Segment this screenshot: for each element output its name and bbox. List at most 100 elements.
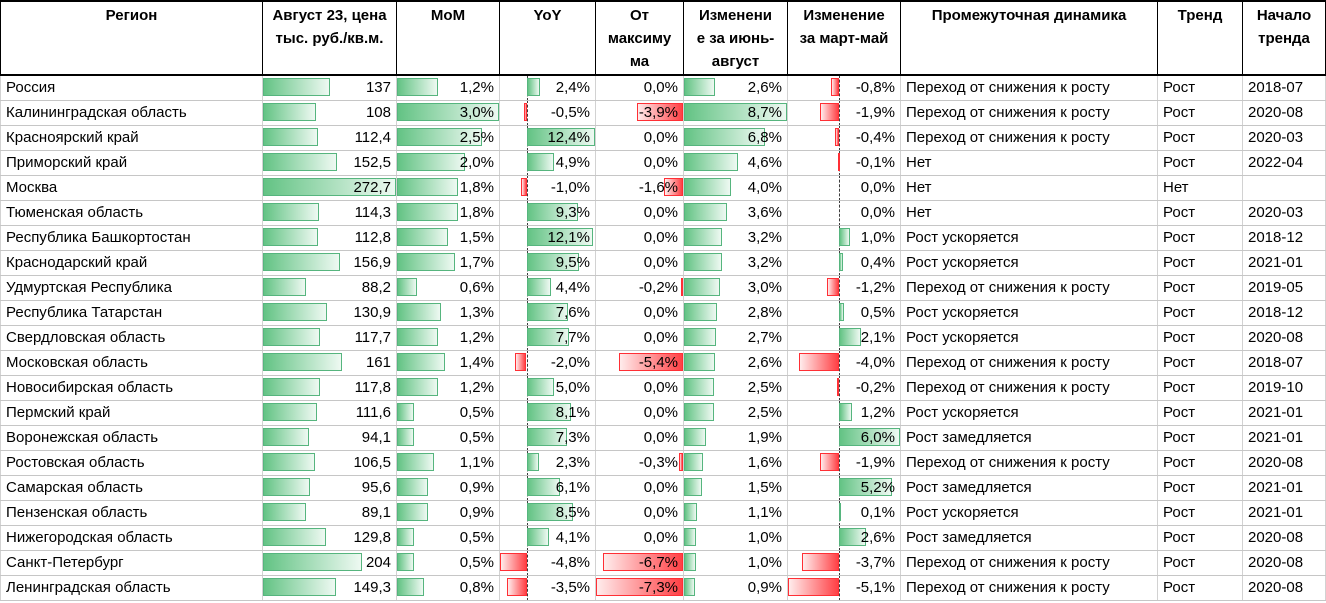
cell-jun_aug[interactable]: 6,8% [683, 125, 788, 151]
cell-price[interactable]: 112,4 [262, 125, 397, 151]
cell-jun_aug[interactable]: 4,6% [683, 150, 788, 176]
cell-price[interactable]: 106,5 [262, 450, 397, 476]
cell-mom[interactable]: 1,1% [396, 450, 500, 476]
cell-trend[interactable]: Рост [1157, 225, 1243, 251]
header-yoy[interactable]: YoY [499, 0, 596, 76]
cell-trend_start[interactable]: 2021-01 [1242, 500, 1326, 526]
cell-dynamics[interactable]: Рост замедляется [900, 425, 1158, 451]
cell-price[interactable]: 152,5 [262, 150, 397, 176]
cell-trend_start[interactable]: 2022-04 [1242, 150, 1326, 176]
cell-price[interactable]: 117,7 [262, 325, 397, 351]
cell-jun_aug[interactable]: 2,6% [683, 350, 788, 376]
cell-jun_aug[interactable]: 2,6% [683, 75, 788, 101]
cell-region[interactable]: Свердловская область [0, 325, 263, 351]
cell-trend[interactable]: Рост [1157, 550, 1243, 576]
cell-trend_start[interactable]: 2021-01 [1242, 400, 1326, 426]
cell-yoy[interactable]: 7,6% [499, 300, 596, 326]
cell-trend_start[interactable] [1242, 175, 1326, 201]
cell-region[interactable]: Московская область [0, 350, 263, 376]
cell-dynamics[interactable]: Рост ускоряется [900, 250, 1158, 276]
header-trend[interactable]: Тренд [1157, 0, 1243, 76]
cell-price[interactable]: 111,6 [262, 400, 397, 426]
cell-trend_start[interactable]: 2021-01 [1242, 425, 1326, 451]
cell-mar_may[interactable]: -0,4% [787, 125, 901, 151]
cell-mar_may[interactable]: 0,0% [787, 200, 901, 226]
cell-jun_aug[interactable]: 2,7% [683, 325, 788, 351]
cell-price[interactable]: 108 [262, 100, 397, 126]
header-change-jun-aug[interactable]: Изменени е за июнь- август [683, 0, 788, 76]
cell-trend[interactable]: Нет [1157, 175, 1243, 201]
cell-price[interactable]: 130,9 [262, 300, 397, 326]
cell-mar_may[interactable]: 0,4% [787, 250, 901, 276]
cell-jun_aug[interactable]: 1,0% [683, 550, 788, 576]
cell-from_max[interactable]: -3,9% [595, 100, 684, 126]
cell-from_max[interactable]: 0,0% [595, 225, 684, 251]
cell-yoy[interactable]: 7,7% [499, 325, 596, 351]
cell-from_max[interactable]: -0,3% [595, 450, 684, 476]
cell-mar_may[interactable]: -0,8% [787, 75, 901, 101]
cell-jun_aug[interactable]: 2,5% [683, 375, 788, 401]
cell-trend_start[interactable]: 2021-01 [1242, 250, 1326, 276]
cell-yoy[interactable]: -4,8% [499, 550, 596, 576]
cell-mom[interactable]: 0,8% [396, 575, 500, 601]
cell-yoy[interactable]: 9,3% [499, 200, 596, 226]
cell-trend_start[interactable]: 2018-07 [1242, 75, 1326, 101]
cell-mom[interactable]: 0,9% [396, 475, 500, 501]
cell-dynamics[interactable]: Переход от снижения к росту [900, 75, 1158, 101]
cell-region[interactable]: Ростовская область [0, 450, 263, 476]
cell-mom[interactable]: 0,5% [396, 550, 500, 576]
cell-yoy[interactable]: 4,1% [499, 525, 596, 551]
cell-dynamics[interactable]: Переход от снижения к росту [900, 350, 1158, 376]
cell-dynamics[interactable]: Рост ускоряется [900, 300, 1158, 326]
cell-yoy[interactable]: 2,3% [499, 450, 596, 476]
cell-region[interactable]: Республика Татарстан [0, 300, 263, 326]
cell-region[interactable]: Нижегородская область [0, 525, 263, 551]
cell-mar_may[interactable]: 5,2% [787, 475, 901, 501]
cell-trend_start[interactable]: 2020-08 [1242, 575, 1326, 601]
cell-mom[interactable]: 1,3% [396, 300, 500, 326]
cell-region[interactable]: Республика Башкортостан [0, 225, 263, 251]
cell-mom[interactable]: 2,0% [396, 150, 500, 176]
cell-from_max[interactable]: 0,0% [595, 425, 684, 451]
cell-dynamics[interactable]: Рост ускоряется [900, 400, 1158, 426]
cell-dynamics[interactable]: Рост ускоряется [900, 500, 1158, 526]
cell-mom[interactable]: 1,8% [396, 175, 500, 201]
cell-from_max[interactable]: 0,0% [595, 125, 684, 151]
cell-dynamics[interactable]: Нет [900, 200, 1158, 226]
cell-price[interactable]: 161 [262, 350, 397, 376]
cell-trend[interactable]: Рост [1157, 425, 1243, 451]
cell-jun_aug[interactable]: 3,6% [683, 200, 788, 226]
cell-region[interactable]: Тюменская область [0, 200, 263, 226]
cell-jun_aug[interactable]: 4,0% [683, 175, 788, 201]
cell-yoy[interactable]: 4,9% [499, 150, 596, 176]
cell-price[interactable]: 204 [262, 550, 397, 576]
cell-trend_start[interactable]: 2020-08 [1242, 100, 1326, 126]
header-price-aug23[interactable]: Август 23, цена тыс. руб./кв.м. [262, 0, 397, 76]
cell-mar_may[interactable]: 1,0% [787, 225, 901, 251]
cell-yoy[interactable]: 9,5% [499, 250, 596, 276]
cell-mar_may[interactable]: -4,0% [787, 350, 901, 376]
cell-price[interactable]: 112,8 [262, 225, 397, 251]
cell-jun_aug[interactable]: 1,1% [683, 500, 788, 526]
cell-trend_start[interactable]: 2020-08 [1242, 525, 1326, 551]
cell-trend[interactable]: Рост [1157, 450, 1243, 476]
cell-mom[interactable]: 0,5% [396, 400, 500, 426]
cell-region[interactable]: Санкт-Петербург [0, 550, 263, 576]
cell-trend[interactable]: Рост [1157, 150, 1243, 176]
cell-from_max[interactable]: 0,0% [595, 200, 684, 226]
cell-trend[interactable]: Рост [1157, 125, 1243, 151]
cell-from_max[interactable]: -6,7% [595, 550, 684, 576]
cell-dynamics[interactable]: Переход от снижения к росту [900, 575, 1158, 601]
cell-trend_start[interactable]: 2020-03 [1242, 125, 1326, 151]
cell-region[interactable]: Пензенская область [0, 500, 263, 526]
cell-dynamics[interactable]: Рост замедляется [900, 475, 1158, 501]
cell-trend_start[interactable]: 2019-05 [1242, 275, 1326, 301]
cell-from_max[interactable]: 0,0% [595, 475, 684, 501]
cell-from_max[interactable]: 0,0% [595, 300, 684, 326]
cell-region[interactable]: Воронежская область [0, 425, 263, 451]
cell-yoy[interactable]: 2,4% [499, 75, 596, 101]
cell-from_max[interactable]: 0,0% [595, 500, 684, 526]
cell-mar_may[interactable]: 6,0% [787, 425, 901, 451]
cell-price[interactable]: 272,7 [262, 175, 397, 201]
cell-region[interactable]: Приморский край [0, 150, 263, 176]
